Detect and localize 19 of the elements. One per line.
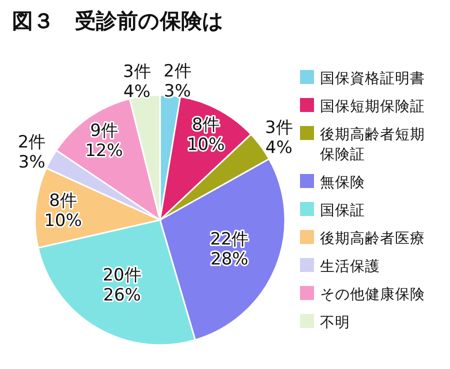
- legend-label: 国保証: [320, 202, 365, 219]
- data-label: 2件 3%: [18, 132, 46, 173]
- data-label: 3件 4%: [122, 62, 151, 102]
- legend-label: 国保短期保険証: [320, 98, 425, 115]
- data-label: 20件 26%: [102, 266, 142, 306]
- legend-label: 後期高齢者短期保険証: [320, 126, 425, 163]
- data-label: 8件 10%: [186, 114, 225, 155]
- data-label: 3件 4%: [265, 118, 293, 158]
- data-label: 9件 12%: [85, 121, 123, 162]
- legend-label: 生活保護: [320, 258, 380, 275]
- data-label: 22件 28%: [210, 229, 249, 270]
- legend-label: 国保資格証明書: [320, 70, 425, 87]
- legend-label: 無保険: [320, 174, 365, 191]
- data-label: 2件 3%: [163, 61, 192, 102]
- legend-label: その他健康保険: [320, 286, 425, 303]
- chart-title: 図３ 受診前の保険は: [12, 9, 224, 33]
- legend-label: 不明: [320, 315, 350, 331]
- legend-label: 後期高齢者医療: [320, 230, 425, 247]
- data-label: 8件 10%: [44, 191, 82, 232]
